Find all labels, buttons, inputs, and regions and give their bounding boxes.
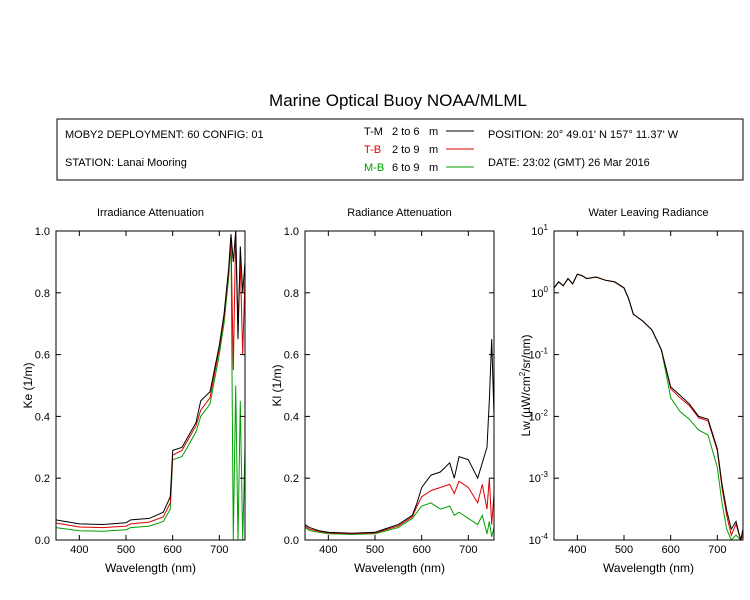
y-axis-label-1: Kl (1/m): [270, 364, 284, 406]
y-tick-base: 10: [529, 535, 541, 547]
legend-code-0: T-M: [364, 126, 383, 138]
x-tick-label-1-3: 700: [459, 544, 477, 556]
chart-1: Radiance Attenuation 400 500 600 700 Waveleng…: [270, 207, 495, 575]
x-tick-label-2-2: 600: [661, 544, 679, 556]
y-tick-exponent: -4: [541, 532, 549, 541]
y-tick-exponent: 1: [544, 223, 549, 232]
y-tick-label-1-2: 0.4: [284, 411, 299, 423]
series-line-1-t-m: [304, 339, 495, 534]
date-text: DATE: 23:02 (GMT) 26 Mar 2016: [488, 157, 650, 169]
series-line-1-m-b: [304, 502, 495, 538]
x-tick-label-1-1: 500: [366, 544, 384, 556]
legend-code-2: M-B: [364, 162, 384, 174]
figure-title: Marine Optical Buoy NOAA/MLML: [269, 91, 527, 110]
y-tick-label-1-0: 0.0: [284, 535, 299, 547]
chart-2: Water Leaving Radiance 400 500 600 700 Wavele…: [518, 207, 744, 575]
series-line-1-t-b: [304, 478, 495, 535]
y-tick-label-1-5: 1.0: [284, 226, 299, 238]
y-tick-base: 10: [529, 473, 541, 485]
y-tick-exponent: -2: [541, 408, 549, 417]
legend-unit-2: m: [429, 162, 438, 174]
legend-range-1: 2 to 9: [392, 144, 420, 156]
x-axis-label-1: Wavelength (nm): [354, 561, 445, 575]
y-tick-label-0-0: 0.0: [35, 535, 50, 547]
x-tick-label-1-2: 600: [412, 544, 430, 556]
y-tick-label-2-0: 10-4: [529, 532, 549, 547]
legend-unit-1: m: [429, 144, 438, 156]
y-tick-label-2-4: 100: [531, 285, 548, 300]
y-tick-label-2-2: 10-2: [529, 408, 549, 423]
y-tick-exponent: 0: [544, 285, 549, 294]
legend-range-2: 6 to 9: [392, 162, 420, 174]
series-line-2-t-m: [553, 273, 744, 541]
x-tick-label-1-0: 400: [319, 544, 337, 556]
series-line-0-m-b: [55, 240, 246, 541]
chart-title-0: Irradiance Attenuation: [97, 207, 204, 219]
x-axis-label-0: Wavelength (nm): [105, 561, 196, 575]
chart-0: Irradiance Attenuation 400 500 600 700 Wavele…: [21, 207, 246, 575]
series-line-2-m-b: [553, 273, 743, 541]
deployment-text: MOBY2 DEPLOYMENT: 60 CONFIG: 01: [65, 129, 264, 141]
y-axis-label-part: W/cm: [519, 376, 533, 407]
x-axis-label-2: Wavelength (nm): [603, 561, 694, 575]
legend-range-0: 2 to 6: [392, 126, 420, 138]
x-tick-label-0-1: 500: [117, 544, 135, 556]
x-tick-label-2-0: 400: [568, 544, 586, 556]
y-axis-label-2: Lw (µW/cm2/sr/nm): [518, 334, 533, 436]
y-tick-base: 10: [529, 411, 541, 423]
y-axis-label-0: Ke (1/m): [21, 362, 35, 408]
chart-title-1: Radiance Attenuation: [347, 207, 452, 219]
y-tick-exponent: -3: [541, 470, 549, 479]
y-tick-label-2-5: 101: [531, 223, 548, 238]
chart-title-2: Water Leaving Radiance: [588, 207, 708, 219]
x-tick-label-2-1: 500: [615, 544, 633, 556]
charts: Irradiance Attenuation 400 500 600 700 Wavele…: [21, 207, 744, 575]
series-line-2-t-b: [553, 273, 744, 542]
x-tick-label-2-3: 700: [708, 544, 726, 556]
y-tick-label-0-3: 0.6: [35, 350, 50, 362]
y-tick-label-2-1: 10-3: [529, 470, 549, 485]
y-tick-label-2-3: 10-1: [529, 347, 549, 362]
y-axis-label-part: Lw (: [519, 414, 533, 437]
plot-frame-0: [55, 230, 246, 541]
y-tick-label-1-1: 0.2: [284, 473, 299, 485]
legend-unit-0: m: [429, 126, 438, 138]
series-line-0-t-b: [55, 230, 246, 529]
station-text: STATION: Lanai Mooring: [65, 157, 187, 169]
y-tick-base: 10: [531, 288, 543, 300]
y-tick-base: 10: [529, 350, 541, 362]
x-tick-label-0-3: 700: [210, 544, 228, 556]
info-box: [56, 118, 744, 181]
y-tick-base: 10: [531, 226, 543, 238]
y-tick-exponent: -1: [541, 347, 549, 356]
position-text: POSITION: 20° 49.01' N 157° 11.37' W: [488, 129, 679, 141]
legend-code-1: T-B: [364, 144, 381, 156]
plot-frame-1: [304, 230, 495, 541]
y-axis-label-part: 2: [518, 371, 527, 376]
plot-frame-2: [553, 230, 744, 541]
series-line-0-t-m: [55, 230, 246, 526]
legend: T-M 2 to 6 m T-B 2 to 9 m M-B 6 to 9 m: [364, 126, 474, 174]
y-tick-label-0-2: 0.4: [35, 411, 50, 423]
y-axis-label-part: /sr/nm): [519, 334, 533, 371]
x-tick-label-0-0: 400: [70, 544, 88, 556]
y-tick-label-0-1: 0.2: [35, 473, 50, 485]
x-tick-label-0-2: 600: [163, 544, 181, 556]
y-axis-label-part: µ: [519, 407, 533, 414]
y-tick-label-0-5: 1.0: [35, 226, 50, 238]
y-tick-label-1-4: 0.8: [284, 288, 299, 300]
y-tick-label-1-3: 0.6: [284, 350, 299, 362]
y-tick-label-0-4: 0.8: [35, 288, 50, 300]
